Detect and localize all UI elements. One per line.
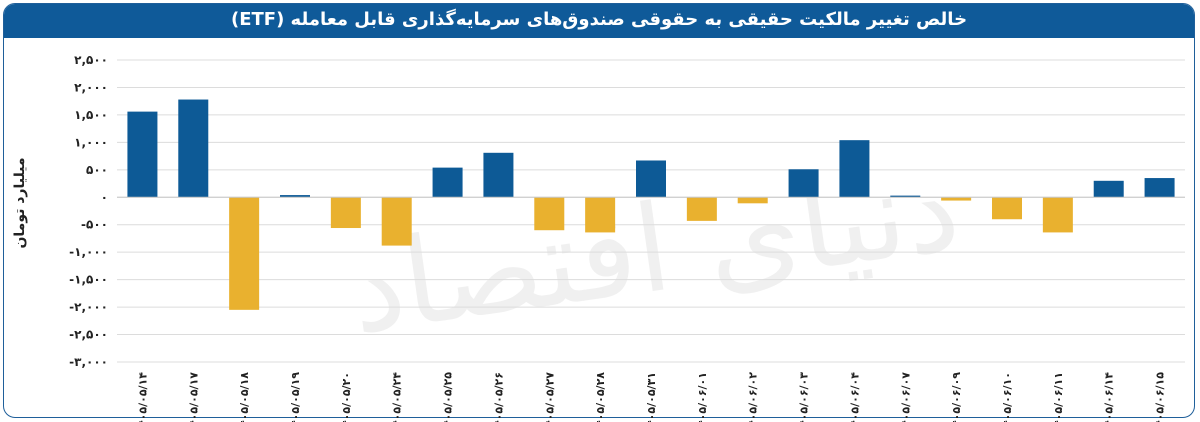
bar <box>839 140 870 198</box>
bar <box>127 111 158 198</box>
x-tick-label: ۱۴۰۵/۰۶/۰۷ <box>899 372 912 422</box>
y-tick-label: ۰ <box>101 190 108 204</box>
x-tick-label: ۱۴۰۵/۰۵/۱۷ <box>187 372 200 422</box>
y-tick-label: ۱,۰۰۰ <box>74 135 108 149</box>
bar <box>737 197 768 204</box>
bar <box>330 197 361 229</box>
x-tick-label: ۱۴۰۵/۰۵/۲۰ <box>340 372 353 422</box>
y-tick-label: -۲,۵۰۰ <box>69 328 108 342</box>
y-tick-label: -۱,۵۰۰ <box>69 273 108 287</box>
bar <box>280 195 310 198</box>
y-tick-label: ۲,۵۰۰ <box>74 53 108 67</box>
x-tick-label: ۱۴۰۵/۰۵/۱۹ <box>289 372 302 422</box>
x-tick-label: ۱۴۰۵/۰۶/۰۱ <box>696 372 709 422</box>
y-tick-label: ۲,۰۰۰ <box>74 80 108 94</box>
y-tick-label: ۱,۵۰۰ <box>74 108 108 122</box>
x-tick-label: ۱۴۰۵/۰۶/۱۵ <box>1154 372 1167 422</box>
x-tick-label: ۱۴۰۵/۰۶/۰۴ <box>848 372 861 422</box>
bar <box>636 160 666 198</box>
bar <box>1093 180 1124 198</box>
x-tick-label: ۱۴۰۵/۰۶/۱۴ <box>1103 372 1116 422</box>
bar <box>381 197 412 246</box>
bar <box>686 197 717 221</box>
x-tick-label: ۱۴۰۵/۰۵/۱۸ <box>238 372 251 422</box>
bar <box>941 197 972 201</box>
bar <box>992 197 1022 220</box>
y-tick-label: -۱,۰۰۰ <box>69 245 108 259</box>
bar <box>178 99 209 198</box>
x-tick-label: ۱۴۰۵/۰۶/۱۱ <box>1052 372 1065 422</box>
x-tick-label: ۱۴۰۵/۰۵/۳۱ <box>645 372 658 422</box>
x-tick-label: ۱۴۰۵/۰۵/۲۵ <box>442 372 455 422</box>
x-tick-label: ۱۴۰۵/۰۵/۲۴ <box>391 372 404 422</box>
bar <box>788 169 819 198</box>
y-tick-label: ۵۰۰ <box>86 163 108 177</box>
y-tick-label: -۲,۰۰۰ <box>69 300 108 314</box>
bar <box>534 197 565 231</box>
bar <box>483 152 514 198</box>
title-bar: خالص تغییر مالکیت حقیقی به حقوقی صندوق‌ه… <box>4 4 1194 38</box>
y-tick-label: -۳,۰۰۰ <box>69 355 108 369</box>
chart-title: خالص تغییر مالکیت حقیقی به حقوقی صندوق‌ه… <box>230 9 968 30</box>
bar <box>890 195 921 198</box>
bar <box>1144 178 1175 198</box>
x-tick-label: ۱۴۰۵/۰۵/۱۴ <box>136 372 149 422</box>
bar <box>1042 197 1073 233</box>
x-tick-label: ۱۴۰۵/۰۶/۰۳ <box>798 372 811 422</box>
x-tick-label: ۱۴۰۵/۰۵/۲۸ <box>594 372 607 422</box>
y-tick-label: -۵۰۰ <box>81 218 108 232</box>
bar <box>432 167 463 198</box>
bar <box>229 197 260 310</box>
x-tick-label: ۱۴۰۵/۰۶/۰۲ <box>747 372 760 422</box>
x-tick-label: ۱۴۰۵/۰۵/۲۷ <box>543 372 556 422</box>
x-tick-label: ۱۴۰۵/۰۵/۲۶ <box>492 372 505 422</box>
x-tick-label: ۱۴۰۵/۰۶/۱۰ <box>1001 372 1014 422</box>
bar <box>585 197 616 233</box>
x-tick-label: ۱۴۰۵/۰۶/۰۹ <box>950 372 963 422</box>
